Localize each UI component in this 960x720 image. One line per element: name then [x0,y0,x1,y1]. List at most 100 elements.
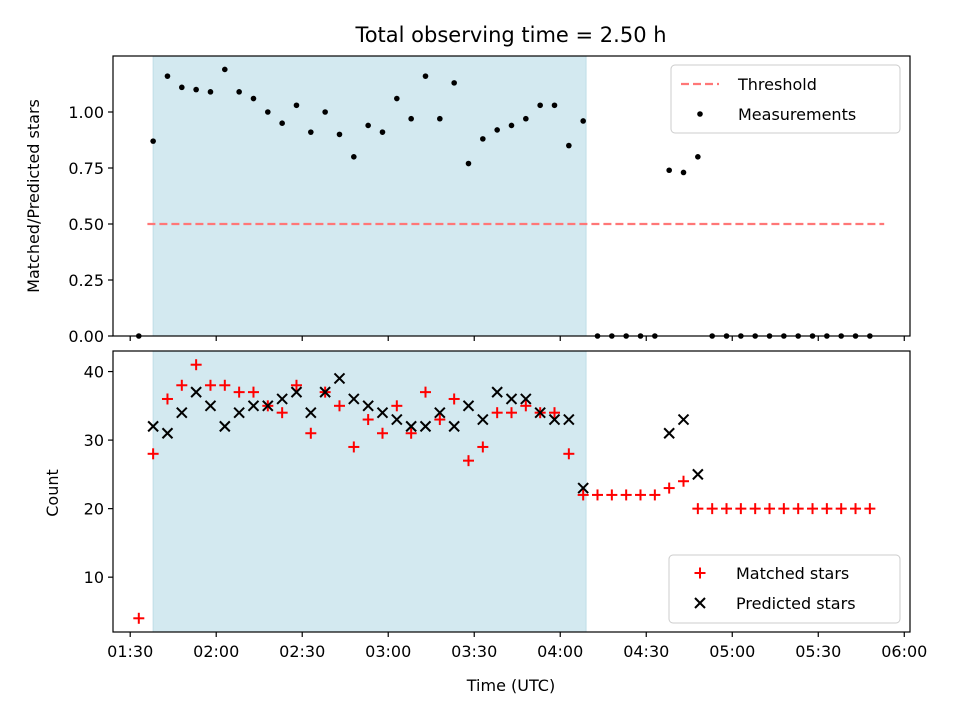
predicted-star-point [276,393,288,405]
matched-star-point [147,448,159,460]
observing-window-shade [152,55,587,337]
matched-star-point [835,503,847,515]
predicted-star-point [190,386,202,398]
matched-star-point [491,407,503,419]
measurement-point [236,89,242,95]
predicted-marker-b [348,393,360,405]
predicted-marker-b [147,420,159,433]
predicted-marker-b [577,482,589,494]
predicted-marker-b [692,468,704,481]
predicted-star-point [448,420,460,433]
matched-star-point [190,359,202,371]
matched-star-point [692,503,704,515]
predicted-star-point [692,468,704,481]
measurement-point [279,120,285,126]
matched-star-point [405,427,417,439]
measurement-point [523,115,529,122]
matched-star-point [721,503,733,515]
predicted-star-point [405,420,417,433]
legend-matched-label: Matched stars [736,564,849,583]
x-tick-label: 04:30 [623,642,669,661]
matched-star-point [290,379,302,391]
matched-star-point [792,503,804,515]
predicted-star-point [161,427,174,439]
predicted-marker-b [448,420,460,433]
legend-measurements-label: Measurements [738,105,856,124]
predicted-star-point [233,406,245,419]
measurement-point [322,109,328,115]
legend-threshold-label: Threshold [737,75,817,94]
predicted-marker-b [333,372,346,385]
measurement-point [494,127,500,133]
top-y-tick-label: 1.00 [68,103,104,122]
matched-star-point [577,489,589,501]
measurement-point [666,167,672,174]
predicted-marker-b [677,413,690,426]
measurement-point [193,86,199,93]
predicted-marker-b [391,413,403,426]
legend-measurements-swatch [697,111,703,117]
measurement-point [265,109,271,115]
measurement-point [222,66,228,73]
predicted-star-point [548,413,561,426]
predicted-star-point [262,400,274,412]
predicted-marker-b [405,420,417,433]
matched-star-point [850,503,862,515]
predicted-star-point [147,420,159,433]
matched-star-point [233,386,245,398]
predicted-marker-b [233,406,245,419]
predicted-star-point [176,406,188,419]
predicted-star-point [362,400,374,412]
x-tick-label: 03:00 [365,642,411,661]
predicted-marker-b [534,406,546,419]
matched-star-point [434,414,446,426]
matched-star-point [204,379,216,391]
top-y-tick-label: 0.00 [68,327,104,346]
x-axis-label: Time (UTC) [466,676,555,695]
matched-star-point [247,386,259,398]
matched-star-point [448,393,460,405]
top-y-axis-label: Matched/Predicted stars [24,99,43,293]
matched-star-point [506,407,517,419]
predicted-star-point [419,420,432,433]
matched-star-point [807,503,819,515]
measurement-point [179,84,185,91]
matched-star-point [133,612,145,624]
x-tick-label: 04:00 [537,642,583,661]
predicted-marker-b [520,393,532,405]
legend-predicted-label: Predicted stars [736,594,856,613]
matched-star-point [520,400,532,412]
predicted-marker-b [276,393,288,405]
observing-window-shade [152,350,587,633]
predicted-star-point [462,400,475,412]
measurement-point [680,169,687,176]
bottom-y-tick-label: 10 [84,568,104,587]
predicted-star-point [505,393,518,405]
predicted-marker-b [477,413,489,426]
x-tick-label: 02:00 [193,642,239,661]
predicted-marker-b [362,400,374,412]
measurement-point [437,115,443,122]
measurement-point [351,154,357,160]
measurement-point [308,129,314,135]
matched-star-point [176,379,188,391]
bottom-y-tick-label: 20 [84,500,104,519]
predicted-star-point [477,413,489,426]
matched-star-point [706,503,718,515]
x-tick-label: 01:30 [107,642,153,661]
predicted-marker-b [190,386,202,398]
x-tick-label: 05:00 [709,642,755,661]
measurement-point [408,115,414,122]
predicted-star-point [391,413,403,426]
predicted-star-point [520,393,532,405]
measurement-point [207,89,214,95]
measurement-point [150,138,156,144]
predicted-star-point [204,400,217,412]
predicted-star-point [534,406,546,419]
predicted-marker-b [176,406,188,419]
predicted-star-point [305,406,317,419]
bottom-axes-frame [112,350,911,633]
measurement-point [293,102,300,109]
predicted-marker-b [305,406,317,419]
